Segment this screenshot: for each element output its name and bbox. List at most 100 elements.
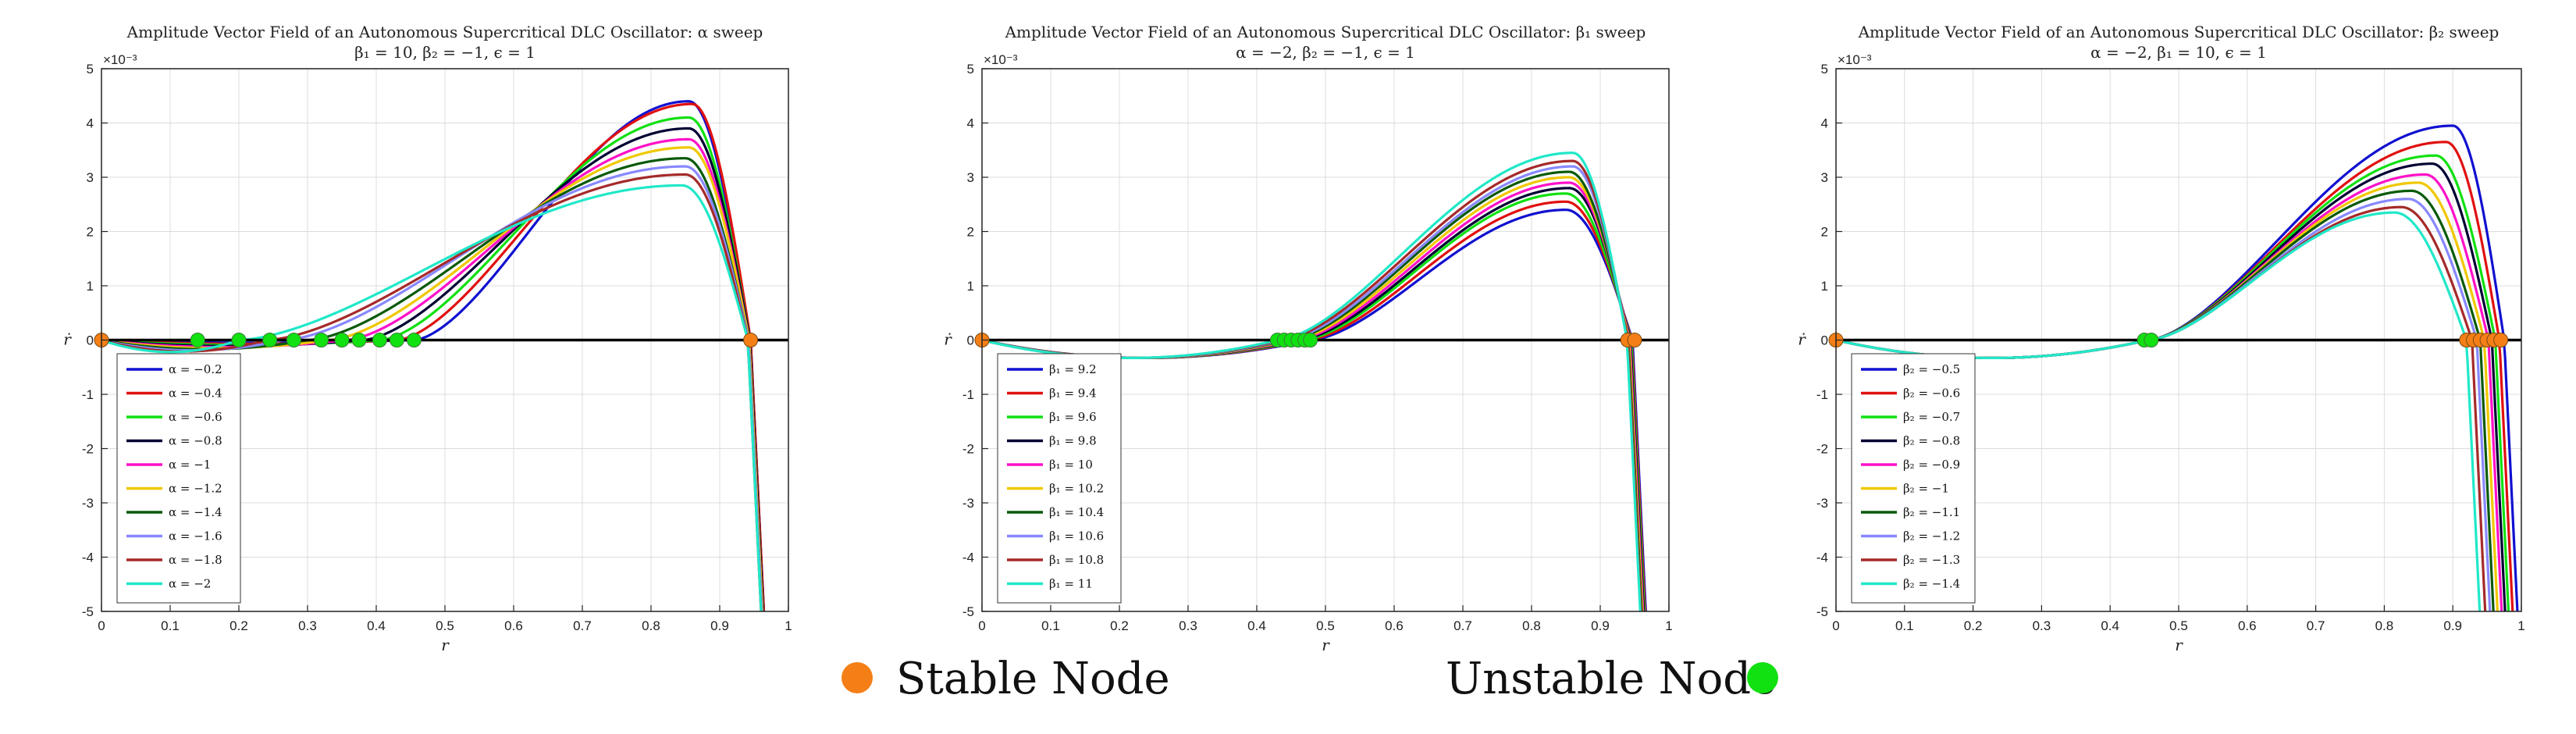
y-axis-label: ṙ (944, 330, 952, 349)
unstable-node (406, 333, 422, 347)
x-tick-label: 0.5 (436, 618, 454, 633)
panel-title: Amplitude Vector Field of an Autonomous … (126, 23, 763, 41)
y-tick-label: 0 (967, 333, 974, 348)
unstable-node (314, 333, 329, 347)
x-tick-label: 0 (98, 618, 105, 633)
x-tick-label: 0.2 (1964, 618, 1983, 633)
stable-node (2493, 333, 2509, 347)
y-tick-label: 2 (1821, 225, 1828, 240)
x-tick-label: 0.4 (1247, 618, 1266, 633)
unstable-node (262, 333, 278, 347)
x-axis-label: r (2175, 636, 2183, 654)
y-exponent-label: ×10⁻³ (984, 52, 1018, 67)
x-tick-label: 0.1 (161, 618, 180, 633)
series-line (101, 184, 763, 611)
bottom-legend: Stable Node Unstable Node (841, 654, 1778, 704)
y-tick-label: -4 (82, 550, 94, 565)
y-tick-label: -4 (962, 550, 974, 565)
y-tick-label: -5 (82, 604, 94, 619)
x-tick-label: 1 (2517, 618, 2524, 633)
panel-subtitle: α = −2, β₂ = −1, ϵ = 1 (1236, 43, 1415, 62)
panel-title: Amplitude Vector Field of an Autonomous … (1858, 23, 2500, 41)
legend-entry: α = −1.2 (169, 482, 222, 496)
legend-entry: α = −0.8 (169, 434, 222, 448)
legend-entry: β₁ = 10.2 (1049, 482, 1104, 496)
stable-node-marker (841, 662, 873, 693)
x-tick-label: 0.5 (1316, 618, 1335, 633)
legend-entry: β₂ = −0.5 (1903, 362, 1960, 376)
legend-entry: β₂ = −0.6 (1903, 387, 1960, 401)
series-group (101, 100, 766, 611)
legend-entry: β₂ = −1.2 (1903, 529, 1960, 543)
x-tick-label: 0.8 (1522, 618, 1541, 633)
x-axis-label: r (441, 636, 450, 654)
unstable-node (334, 333, 350, 347)
legend-entry: β₂ = −0.9 (1903, 458, 1960, 472)
x-tick-label: 0.4 (2101, 618, 2119, 633)
x-tick-label: 0.4 (367, 618, 386, 633)
unstable-node (1303, 333, 1318, 347)
y-tick-label: -3 (82, 496, 94, 511)
legend-entry: α = −1.4 (169, 505, 222, 519)
y-tick-label: 0 (1821, 333, 1828, 348)
x-tick-label: 0.8 (2375, 618, 2394, 633)
y-tick-label: 1 (967, 279, 974, 294)
y-axis-label: ṙ (1798, 330, 1806, 349)
x-tick-label: 1 (1665, 618, 1672, 633)
x-tick-label: 1 (785, 618, 792, 633)
y-tick-label: -5 (1816, 604, 1828, 619)
legend-entry: α = −1 (169, 458, 211, 472)
legend-entry: β₂ = −1.4 (1903, 577, 1960, 591)
y-tick-label: 2 (87, 225, 94, 240)
x-tick-label: 0.2 (229, 618, 248, 633)
y-tick-label: 3 (1821, 170, 1828, 185)
x-tick-label: 0.9 (1591, 618, 1610, 633)
legend-entry: β₂ = −1.3 (1903, 553, 1960, 567)
stable-node (743, 333, 759, 347)
x-tick-label: 0.7 (1453, 618, 1472, 633)
series-line (101, 173, 763, 611)
x-tick-label: 0.2 (1110, 618, 1129, 633)
legend-entry: α = −0.4 (169, 387, 222, 401)
x-axis-label: r (1322, 636, 1330, 654)
y-tick-label: 3 (87, 170, 94, 185)
legend-box (1851, 353, 1976, 604)
y-tick-label: -2 (82, 442, 94, 457)
legend-entry: β₂ = −1.1 (1903, 505, 1960, 519)
unstable-node (2144, 333, 2159, 347)
unstable-node (231, 333, 247, 347)
legend-entry: β₁ = 9.6 (1049, 410, 1097, 424)
plot-panel-beta1-sweep: Amplitude Vector Field of an Autonomous … (944, 23, 1673, 654)
y-tick-label: 4 (1821, 116, 1828, 131)
legend-entry: β₁ = 10.4 (1049, 505, 1104, 519)
y-tick-label: -1 (962, 387, 974, 402)
y-tick-label: -3 (962, 496, 974, 511)
legend-entry: α = −1.6 (169, 529, 222, 543)
y-tick-label: 1 (87, 279, 94, 294)
legend-entry: β₂ = −0.8 (1903, 434, 1960, 448)
unstable-node (190, 333, 205, 347)
y-axis-label: ṙ (63, 330, 72, 349)
legend-entry: α = −1.8 (169, 553, 222, 567)
plot-panel-beta2-sweep: Amplitude Vector Field of an Autonomous … (1798, 23, 2525, 654)
y-tick-label: 5 (1821, 62, 1828, 77)
y-tick-label: 4 (967, 116, 974, 131)
plot-panel-alpha-sweep: Amplitude Vector Field of an Autonomous … (63, 23, 792, 654)
y-tick-label: 2 (967, 225, 974, 240)
y-tick-label: 5 (967, 62, 974, 77)
x-tick-label: 0.3 (2033, 618, 2051, 633)
legend-box (116, 353, 241, 604)
y-tick-label: -5 (962, 604, 974, 619)
y-tick-label: -2 (1816, 442, 1828, 457)
x-tick-label: 0.9 (2443, 618, 2462, 633)
x-tick-label: 0.6 (2238, 618, 2257, 633)
x-tick-label: 0.1 (1895, 618, 1914, 633)
x-tick-label: 0.7 (573, 618, 592, 633)
legend-entry: β₂ = −0.7 (1903, 410, 1960, 424)
unstable-node-label: Unstable Node (1446, 654, 1777, 704)
x-tick-label: 0.3 (298, 618, 317, 633)
legend-entry: α = −0.6 (169, 410, 222, 424)
unstable-node-marker (1747, 662, 1778, 693)
x-tick-label: 0 (978, 618, 985, 633)
